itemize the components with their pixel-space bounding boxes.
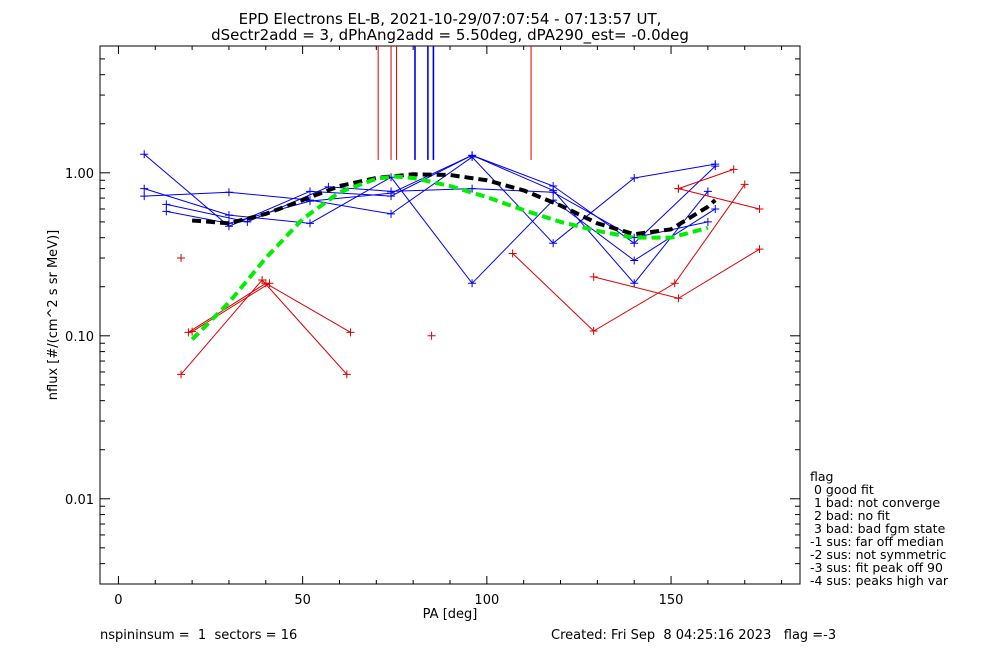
data-point-marker — [224, 188, 233, 197]
data-point-marker — [670, 279, 679, 288]
data-point-marker — [306, 187, 314, 196]
data-point-marker — [265, 279, 274, 288]
flag-legend: flag 0 good fit 1 bad: not converge 2 ba… — [810, 470, 948, 587]
y-tick-label: 1.00 — [65, 167, 94, 182]
data-point-marker — [162, 200, 171, 209]
data-point-marker — [630, 256, 639, 265]
legend-item: 1 bad: not converge — [810, 495, 941, 510]
footer-left: nspininsum = 1 sectors = 16 — [100, 628, 298, 643]
series-line — [143, 153, 716, 244]
data-point-marker — [674, 184, 683, 193]
fit-curve — [191, 172, 717, 237]
plot-frame — [99, 45, 801, 585]
data-point-marker — [549, 239, 558, 248]
data-point-marker — [630, 279, 639, 288]
data-point-marker — [342, 370, 351, 379]
fit-curve — [190, 174, 709, 341]
data-point-marker — [387, 209, 396, 218]
series-line — [191, 282, 270, 333]
y-tick-label: 0.10 — [65, 330, 94, 345]
y-axis-label: nflux [#/(cm^2 s sr MeV)] — [46, 230, 61, 400]
data-point-marker — [755, 204, 764, 213]
data-point-marker — [703, 187, 712, 196]
legend-item: 0 good fit — [810, 482, 874, 497]
data-point-marker — [630, 173, 639, 182]
series-line — [144, 156, 716, 244]
data-point-marker — [589, 327, 598, 336]
data-series — [140, 150, 764, 379]
vertical-markers — [377, 46, 532, 160]
x-tick-label: 50 — [294, 593, 311, 608]
data-point-marker — [177, 254, 186, 263]
data-point-marker — [740, 180, 749, 189]
data-point-marker — [729, 165, 738, 174]
data-point-marker — [140, 184, 149, 193]
chart-title-line2: dSectr2add = 3, dPhAng2add = 5.50deg, dP… — [211, 26, 689, 45]
series-line — [593, 248, 760, 299]
footer-right: Created: Fri Sep 8 04:25:16 2023 flag =-… — [551, 628, 837, 643]
data-point-marker — [140, 150, 149, 159]
data-point-marker — [703, 217, 712, 226]
x-tick-label: 150 — [659, 593, 684, 608]
data-point-marker — [162, 207, 171, 216]
x-axis-label: PA [deg] — [423, 607, 478, 622]
data-point-marker — [468, 184, 477, 193]
data-point-marker — [243, 217, 252, 226]
data-point-marker — [258, 275, 267, 284]
series-line — [166, 186, 708, 239]
series-line — [144, 176, 716, 285]
legend-item: -1 sus: far off median — [810, 534, 944, 549]
y-tick-label: 0.01 — [65, 493, 94, 508]
data-point-marker — [346, 328, 355, 337]
chart-title-line1: EPD Electrons EL-B, 2021-10-29/07:07:54 … — [239, 10, 662, 28]
legend-item: -4 sus: peaks high var — [810, 573, 949, 588]
series-line — [678, 188, 760, 210]
data-point-marker — [508, 249, 517, 258]
series-line — [678, 168, 734, 190]
data-point-marker — [755, 245, 764, 254]
x-tick-label: 100 — [474, 593, 499, 608]
data-point-marker — [711, 160, 720, 169]
data-point-marker — [468, 279, 477, 288]
x-tick-label: 0 — [114, 593, 122, 608]
series-line — [188, 282, 351, 333]
legend-item: -2 sus: not symmetric — [810, 547, 947, 562]
legend-item: -3 sus: fit peak off 90 — [810, 560, 943, 575]
legend-item: 3 bad: bad fgm state — [810, 521, 946, 536]
data-point-marker — [427, 331, 436, 340]
data-point-marker — [140, 192, 149, 201]
series-line — [512, 184, 746, 332]
axis-ticks: 0 50 100 150 0.01 0.10 1.00 — [65, 45, 800, 608]
data-point-marker — [711, 204, 720, 213]
data-point-marker — [468, 151, 477, 160]
data-point-marker — [184, 328, 193, 337]
data-point-marker — [306, 197, 314, 206]
data-point-marker — [674, 294, 683, 303]
data-point-marker — [589, 272, 598, 281]
legend-title: flag — [810, 469, 834, 484]
data-point-marker — [549, 186, 558, 195]
data-point-marker — [306, 219, 314, 228]
data-point-marker — [177, 370, 186, 379]
legend-item: 2 bad: no fit — [810, 508, 890, 523]
data-point-marker — [188, 327, 197, 336]
data-point-marker — [387, 189, 396, 198]
